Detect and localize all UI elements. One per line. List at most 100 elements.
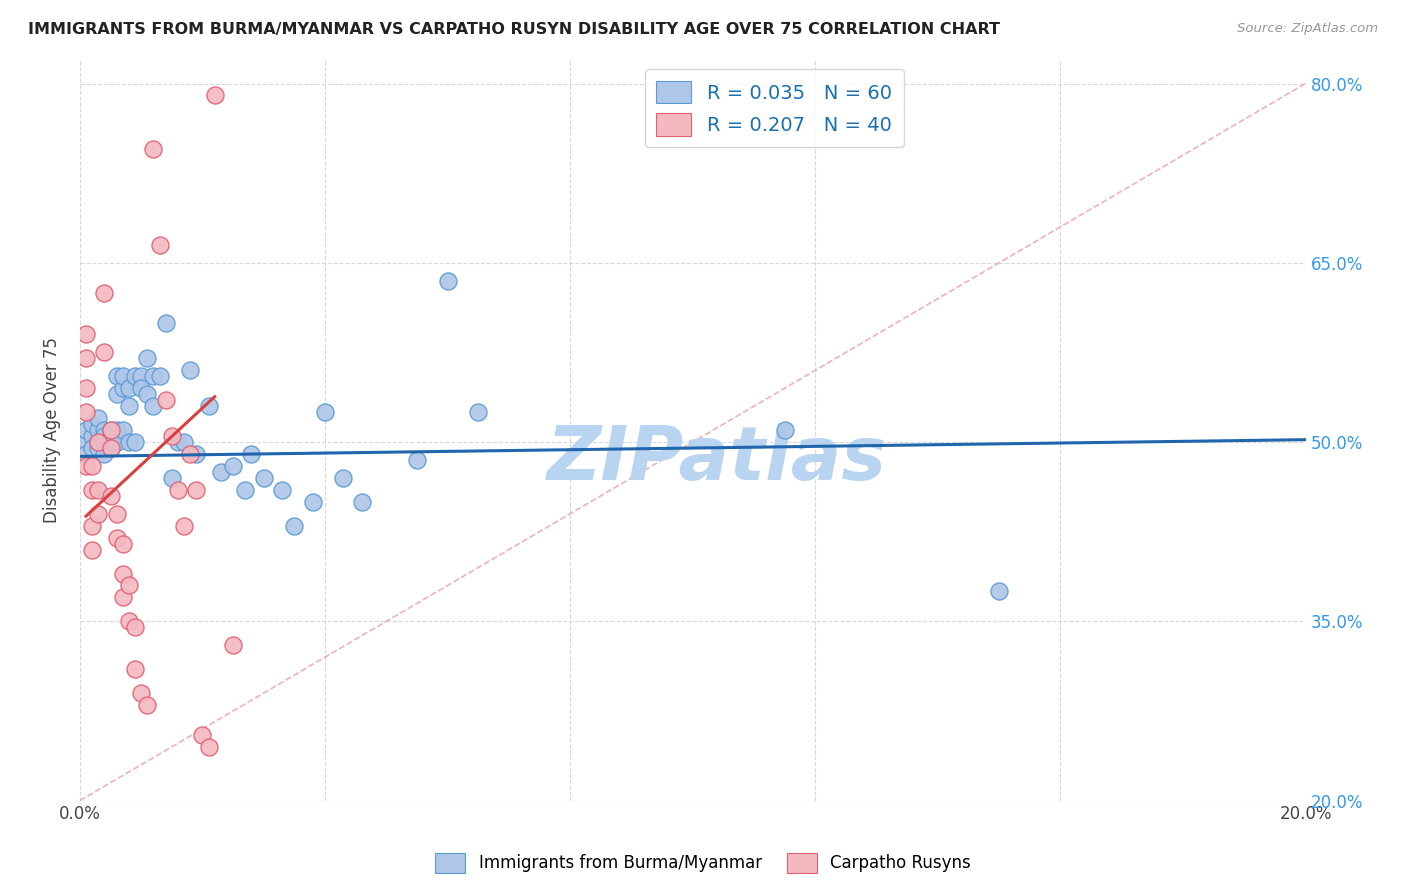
Point	[129, 686, 152, 700]
Point	[93, 423, 115, 437]
Point	[82, 429, 104, 443]
Point	[406, 453, 429, 467]
Point	[173, 435, 195, 450]
Point	[111, 381, 134, 395]
Point	[105, 531, 128, 545]
Point	[136, 351, 159, 366]
Point	[105, 369, 128, 384]
Point	[93, 447, 115, 461]
Point	[160, 471, 183, 485]
Point	[100, 441, 122, 455]
Point	[82, 441, 104, 455]
Point	[118, 381, 141, 395]
Point	[93, 435, 115, 450]
Point	[111, 369, 134, 384]
Point	[87, 423, 110, 437]
Point	[105, 387, 128, 401]
Point	[75, 405, 97, 419]
Point	[75, 423, 97, 437]
Legend: R = 0.035   N = 60, R = 0.207   N = 40: R = 0.035 N = 60, R = 0.207 N = 40	[645, 70, 904, 147]
Point	[118, 399, 141, 413]
Point	[118, 615, 141, 629]
Point	[93, 345, 115, 359]
Point	[167, 483, 190, 497]
Text: Source: ZipAtlas.com: Source: ZipAtlas.com	[1237, 22, 1378, 36]
Point	[75, 327, 97, 342]
Point	[75, 351, 97, 366]
Point	[124, 662, 146, 676]
Text: IMMIGRANTS FROM BURMA/MYANMAR VS CARPATHO RUSYN DISABILITY AGE OVER 75 CORRELATI: IMMIGRANTS FROM BURMA/MYANMAR VS CARPATH…	[28, 22, 1000, 37]
Point	[148, 238, 170, 252]
Point	[136, 387, 159, 401]
Point	[142, 399, 165, 413]
Point	[124, 435, 146, 450]
Point	[167, 435, 190, 450]
Point	[179, 363, 201, 377]
Point	[82, 417, 104, 431]
Point	[87, 507, 110, 521]
Point	[350, 495, 373, 509]
Point	[233, 483, 256, 497]
Point	[93, 285, 115, 300]
Point	[773, 423, 796, 437]
Point	[100, 435, 122, 450]
Point	[204, 88, 226, 103]
Point	[142, 142, 165, 156]
Point	[111, 423, 134, 437]
Point	[197, 739, 219, 754]
Point	[436, 274, 458, 288]
Point	[148, 369, 170, 384]
Point	[240, 447, 263, 461]
Point	[209, 465, 232, 479]
Point	[82, 542, 104, 557]
Y-axis label: Disability Age Over 75: Disability Age Over 75	[44, 337, 60, 523]
Point	[186, 483, 208, 497]
Point	[179, 447, 201, 461]
Point	[467, 405, 489, 419]
Point	[160, 429, 183, 443]
Point	[332, 471, 354, 485]
Point	[105, 423, 128, 437]
Point	[222, 638, 245, 652]
Point	[136, 698, 159, 712]
Point	[988, 584, 1011, 599]
Point	[129, 381, 152, 395]
Point	[314, 405, 336, 419]
Point	[118, 435, 141, 450]
Legend: Immigrants from Burma/Myanmar, Carpatho Rusyns: Immigrants from Burma/Myanmar, Carpatho …	[429, 847, 977, 880]
Point	[100, 423, 122, 437]
Point	[142, 369, 165, 384]
Point	[222, 458, 245, 473]
Point	[82, 518, 104, 533]
Point	[253, 471, 276, 485]
Point	[87, 441, 110, 455]
Point	[75, 447, 97, 461]
Point	[82, 458, 104, 473]
Point	[283, 518, 305, 533]
Point	[186, 447, 208, 461]
Point	[105, 435, 128, 450]
Point	[118, 578, 141, 592]
Text: ZIPatlas: ZIPatlas	[547, 423, 887, 496]
Point	[87, 411, 110, 425]
Point	[75, 435, 97, 450]
Point	[155, 393, 177, 408]
Point	[129, 369, 152, 384]
Point	[100, 423, 122, 437]
Point	[105, 507, 128, 521]
Point	[75, 458, 97, 473]
Point	[111, 536, 134, 550]
Point	[173, 518, 195, 533]
Point	[124, 369, 146, 384]
Point	[124, 620, 146, 634]
Point	[197, 399, 219, 413]
Point	[111, 566, 134, 581]
Point	[100, 441, 122, 455]
Point	[271, 483, 294, 497]
Point	[87, 435, 110, 450]
Point	[87, 435, 110, 450]
Point	[301, 495, 323, 509]
Point	[93, 429, 115, 443]
Point	[75, 381, 97, 395]
Point	[111, 591, 134, 605]
